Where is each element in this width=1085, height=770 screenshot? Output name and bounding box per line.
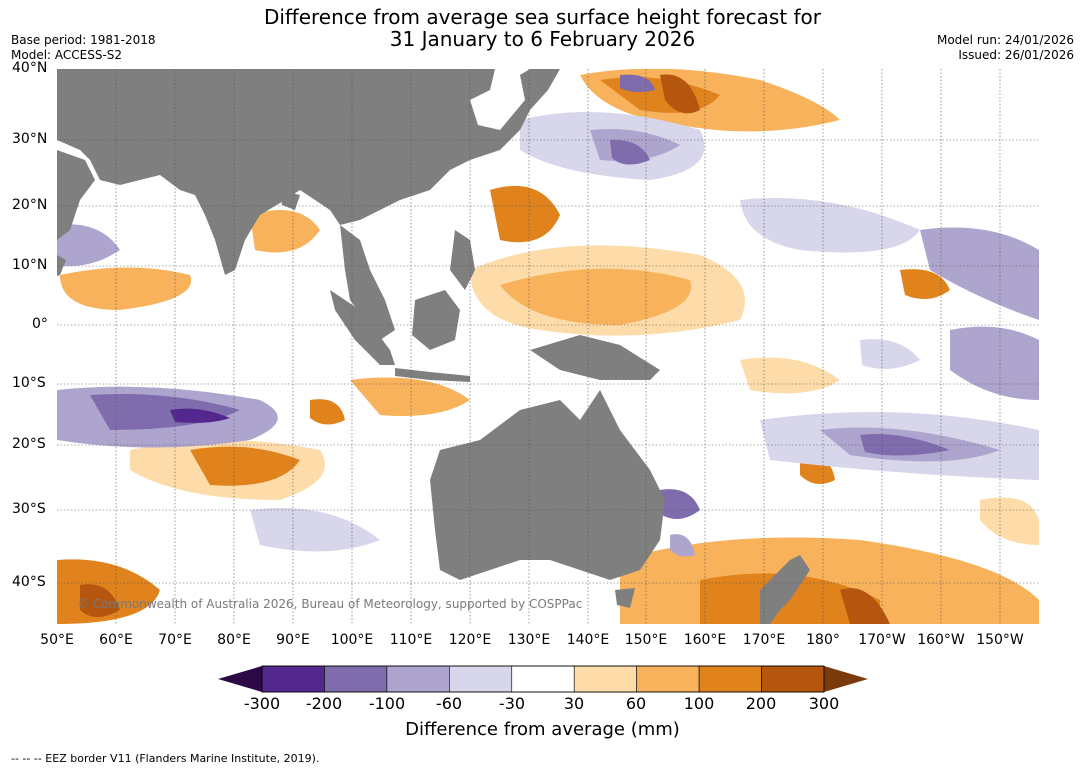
issued-date: Issued: 26/01/2026	[958, 48, 1074, 62]
model-run: Model run: 24/01/2026	[936, 33, 1074, 47]
colorbar-segment	[636, 665, 700, 693]
lat-label-10n: 10°N	[12, 257, 48, 273]
australia	[430, 390, 665, 580]
indochina-coast	[280, 190, 300, 210]
lat-label-equator: 0°	[32, 316, 48, 332]
colorbar-tick: 200	[745, 694, 777, 713]
sumatra	[330, 290, 395, 365]
java	[395, 368, 470, 382]
lon-label: 60°E	[99, 632, 133, 648]
lat-label-20s: 20°S	[12, 436, 46, 452]
colorbar-segment	[573, 665, 637, 693]
colorbar-segments	[261, 665, 825, 693]
colorbar-tick: -300	[243, 694, 281, 713]
lon-label: 80°E	[217, 632, 251, 648]
lon-label: 140°E	[566, 632, 610, 648]
base-period: Base period: 1981-2018	[11, 33, 156, 47]
colorbar-segment	[511, 665, 575, 693]
eez-footnote: -- -- -- EEZ border V11 (Flanders Marine…	[11, 752, 320, 765]
colorbar-segment	[698, 665, 762, 693]
colorbar	[218, 665, 868, 693]
colorbar-segment	[261, 665, 325, 693]
borneo	[412, 290, 460, 350]
colorbar-frame	[261, 665, 825, 693]
lon-label: 170°E	[742, 632, 786, 648]
map-area	[57, 69, 1039, 624]
copyright-notice: © Commonwealth of Australia 2026, Bureau…	[77, 597, 583, 611]
lon-label: 160°W	[917, 632, 965, 648]
lon-label: 150°E	[624, 632, 668, 648]
colorbar-under-arrow	[218, 666, 262, 692]
horn-of-africa	[57, 255, 66, 276]
arabian-peninsula	[57, 150, 95, 240]
colorbar-segment	[449, 665, 513, 693]
lon-label: 100°E	[330, 632, 374, 648]
lat-label-40n: 40°N	[12, 60, 48, 76]
lon-label: 180°	[806, 632, 840, 648]
map-title-line1: Difference from average sea surface heig…	[263, 5, 822, 29]
philippines	[450, 230, 475, 290]
lat-label-20n: 20°N	[12, 197, 48, 213]
lon-label: 50°E	[40, 632, 74, 648]
lon-label: 70°E	[158, 632, 192, 648]
lon-label: 90°E	[276, 632, 310, 648]
lon-label: 120°E	[448, 632, 492, 648]
colorbar-tick: -100	[368, 694, 406, 713]
lon-label: 160°E	[683, 632, 727, 648]
tasmania	[615, 588, 635, 608]
malay-peninsula	[340, 225, 395, 340]
colorbar-tick: 60	[625, 694, 647, 713]
metadata-right: Model run: 24/01/2026 Issued: 26/01/2026	[937, 33, 1074, 63]
lat-label-10s: 10°S	[12, 375, 46, 391]
lat-label-30s: 30°S	[12, 501, 46, 517]
lon-label: 170°W	[858, 632, 906, 648]
colorbar-tick: -60	[435, 694, 463, 713]
map-title-line2: 31 January to 6 February 2026	[389, 27, 696, 51]
lon-label: 110°E	[389, 632, 433, 648]
model-name: Model: ACCESS-S2	[11, 48, 123, 62]
colorbar-segment	[761, 665, 825, 693]
new-guinea	[530, 335, 660, 380]
colorbar-tick: -200	[305, 694, 343, 713]
gridlines	[57, 69, 1039, 624]
colorbar-segment	[324, 665, 388, 693]
lat-label-30n: 30°N	[12, 131, 48, 147]
lon-label: 130°E	[507, 632, 551, 648]
colorbar-tick: 100	[683, 694, 715, 713]
lat-label-40s: 40°S	[12, 574, 46, 590]
colorbar-segment	[386, 665, 450, 693]
metadata-left: Base period: 1981-2018 Model: ACCESS-S2	[11, 33, 156, 63]
asia-mainland	[57, 69, 560, 275]
colorbar-title: Difference from average (mm)	[405, 719, 680, 740]
new-zealand	[760, 555, 810, 624]
lon-label: 150°W	[976, 632, 1024, 648]
colorbar-over-arrow	[824, 666, 868, 692]
land	[57, 69, 810, 624]
colorbar-tick: 300	[808, 694, 840, 713]
colorbar-tick: -30	[498, 694, 526, 713]
colorbar-tick: 30	[563, 694, 585, 713]
